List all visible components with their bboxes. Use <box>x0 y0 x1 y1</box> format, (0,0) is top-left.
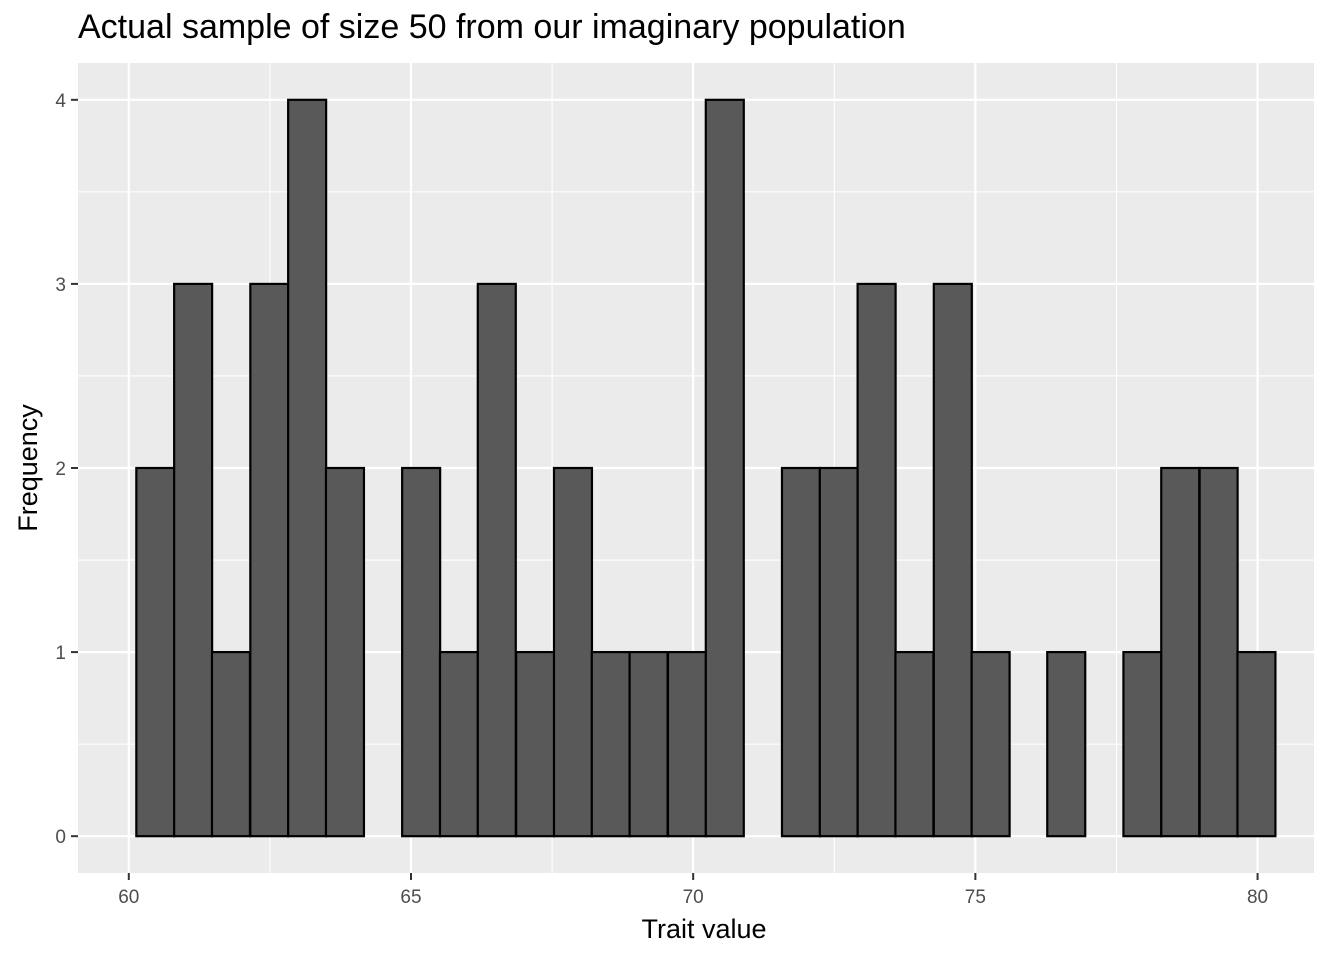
histogram-bar <box>515 650 556 838</box>
x-tick-label: 75 <box>965 887 986 908</box>
histogram-bar <box>135 466 176 838</box>
x-tick-label: 70 <box>683 887 704 908</box>
histogram-bar <box>894 650 935 838</box>
x-tick-label: 60 <box>118 887 139 908</box>
y-tick-label: 0 <box>55 827 66 848</box>
x-axis-title: Trait value <box>641 914 766 944</box>
histogram-bars <box>135 98 1277 838</box>
axes: 60 65 70 75 80 0 1 2 3 4 <box>55 91 1268 908</box>
histogram-bar <box>324 466 366 838</box>
histogram-bar <box>438 650 480 838</box>
histogram-bar <box>628 650 669 838</box>
y-tick-label: 1 <box>55 643 66 664</box>
histogram-bar <box>1236 650 1277 838</box>
histogram-bar <box>1198 466 1239 838</box>
histogram-bar <box>287 98 328 838</box>
histogram-bar <box>210 650 252 838</box>
histogram-bar <box>552 466 594 838</box>
histogram-bar <box>856 282 897 838</box>
histogram-bar <box>666 650 708 838</box>
histogram-bar <box>704 98 745 838</box>
y-tick-label: 4 <box>55 91 66 112</box>
histogram-bar <box>173 282 214 838</box>
y-tick-label: 3 <box>55 275 66 296</box>
histogram-bar <box>249 282 290 838</box>
histogram-bar <box>476 282 517 838</box>
histogram-bar <box>401 466 442 838</box>
histogram-bar <box>1122 650 1163 838</box>
histogram-bar <box>1046 650 1087 838</box>
histogram-bar <box>932 282 973 838</box>
histogram-bar <box>780 466 822 838</box>
histogram-bar <box>970 650 1011 838</box>
x-tick-label: 65 <box>400 887 421 908</box>
chart-title: Actual sample of size 50 from our imagin… <box>78 8 906 46</box>
y-tick-label: 2 <box>55 459 66 480</box>
histogram-bar <box>1160 466 1201 838</box>
histogram-bar <box>590 650 631 838</box>
x-tick-label: 80 <box>1247 887 1268 908</box>
histogram-bar <box>818 466 859 838</box>
y-axis-title: Frequency <box>13 404 43 532</box>
